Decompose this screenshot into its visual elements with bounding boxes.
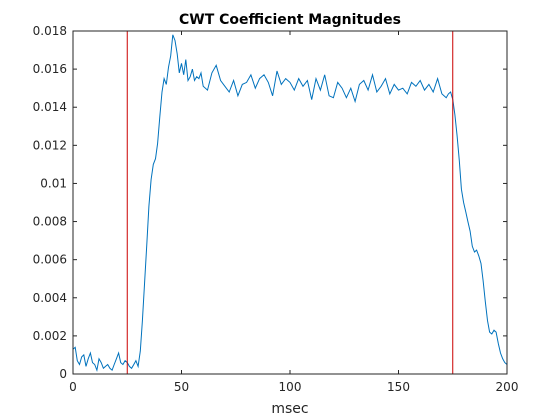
- series-line-0: [72, 34, 508, 373]
- y-tick-label: 0.016: [33, 62, 67, 76]
- x-tick-label: 0: [69, 380, 77, 394]
- chart-title: CWT Coefficient Magnitudes: [179, 12, 401, 28]
- x-tick-label: 150: [387, 380, 410, 394]
- y-tick-label: 0.012: [33, 138, 67, 152]
- y-tick-label: 0.018: [33, 24, 67, 38]
- plot-area: 0 50 100 150 200 0 0.002 0.004 0.006 0.008 0.01 0.0…: [33, 24, 519, 394]
- x-tick-label: 50: [174, 380, 189, 394]
- x-axis-label: msec: [271, 401, 308, 417]
- y-tick-label: 0.002: [33, 329, 67, 343]
- y-tick-label: 0.006: [33, 253, 67, 267]
- y-tick-label: 0.008: [33, 215, 67, 229]
- y-tick-label: 0.014: [33, 100, 67, 114]
- y-tick-label: 0.01: [40, 176, 67, 190]
- y-tick-label: 0: [59, 367, 67, 381]
- x-tick-label: 100: [279, 380, 302, 394]
- x-tick-label: 200: [496, 380, 519, 394]
- y-tick-label: 0.004: [33, 291, 67, 305]
